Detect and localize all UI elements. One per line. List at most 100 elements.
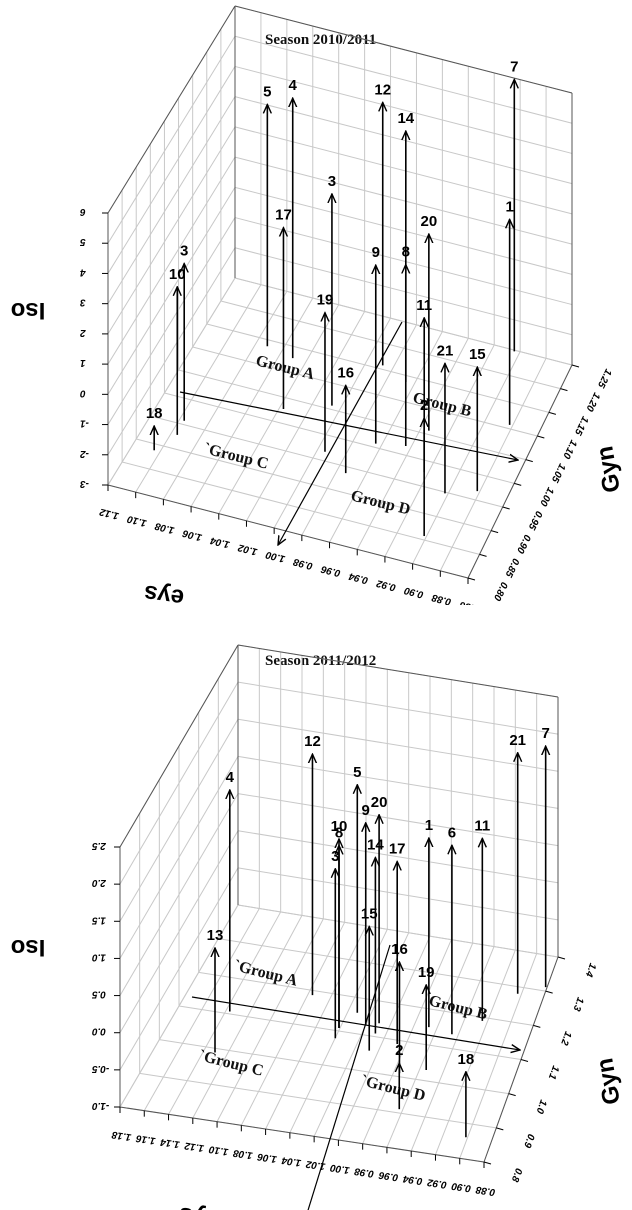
group-label-group-c: `Group C	[202, 440, 270, 472]
data-point-label: 3	[328, 173, 336, 190]
wall-grid-line	[107, 187, 236, 395]
y-tick-mark	[496, 1127, 504, 1131]
y-tick-mark	[560, 388, 568, 392]
group-label-group-d: Group D	[349, 487, 412, 518]
data-point-label: 8	[402, 244, 410, 261]
wall-grid-line	[119, 681, 239, 885]
grid-lines	[107, 5, 573, 579]
floor-grid-line	[190, 297, 314, 507]
data-point-label: 17	[275, 207, 292, 224]
y-tick-mark	[479, 553, 487, 557]
wall-grid-line	[119, 756, 239, 959]
group-label-group-d: `Group D	[359, 1072, 427, 1104]
wall-grid-line	[234, 156, 573, 245]
wall-grid-line	[107, 126, 236, 335]
chart-title: Season 2011/2012	[265, 653, 376, 669]
x-tick-label: 1.04	[281, 1154, 302, 1168]
z-tick-label: 1	[80, 357, 86, 368]
y-tick-label: 0.85	[502, 556, 521, 579]
data-point-label: 9	[362, 802, 370, 819]
x-tick-label: 1.10	[208, 1143, 229, 1157]
x-tick-label: 1.12	[184, 1140, 205, 1154]
data-point-label: 2	[395, 1042, 403, 1059]
wall-grid-line	[107, 277, 236, 486]
floor-grid-line	[135, 284, 262, 493]
y-tick-mark	[545, 990, 553, 994]
group-dividers	[179, 321, 518, 545]
floor-grid-line	[412, 351, 521, 564]
group-label-group-a: `Group A	[232, 957, 300, 989]
data-point-label: 18	[458, 1051, 475, 1068]
data-point-label: 16	[391, 941, 408, 958]
y-tick-mark	[483, 1161, 492, 1165]
y-tick-label: 1.20	[583, 391, 602, 414]
z-tick-label: 2.0	[92, 877, 107, 888]
data-point-label: 21	[437, 342, 454, 359]
wall-grid-line	[234, 35, 573, 124]
wall-grid-line	[119, 904, 239, 1108]
x-tick-label: 1.08	[154, 520, 176, 536]
y-tick-mark	[548, 411, 557, 415]
wall-grid-line	[107, 96, 236, 304]
data-point-label: 5	[353, 764, 361, 781]
y-tick-mark	[537, 435, 545, 439]
wall-grid-line	[237, 830, 559, 884]
z-tick-label: -0.5	[92, 1063, 110, 1074]
y-tick-label: 1.25	[595, 367, 614, 390]
x-tick-label: 1.00	[329, 1162, 350, 1176]
y-tick-label: 1.05	[549, 462, 568, 485]
floor-grid-line	[162, 291, 288, 500]
y-tick-label: 1.15	[572, 414, 591, 437]
wall-grid-line	[107, 66, 236, 274]
z-tick-label: -3	[80, 478, 89, 489]
y-tick-mark	[525, 459, 533, 463]
y-tick-label: 0.8	[509, 1166, 524, 1183]
z-tick-label: -2	[80, 448, 89, 459]
box-frame-line	[107, 5, 236, 214]
x-tick-label: 1.04	[209, 534, 231, 550]
floor-grid-line	[356, 337, 469, 550]
wall-grid-line	[234, 186, 573, 275]
x-tick-label: 0.90	[403, 584, 425, 600]
data-point-label: 6	[448, 824, 456, 841]
x-tick-label: 1.18	[111, 1129, 132, 1143]
data-point-label: 20	[371, 794, 388, 811]
x-tick-label: 0.92	[426, 1176, 447, 1190]
data-point-label: 5	[263, 83, 271, 100]
wall-grid-line	[237, 755, 559, 809]
data-point-label: 11	[416, 297, 432, 314]
y-tick-mark	[502, 506, 510, 510]
wall-grid-line	[107, 247, 236, 456]
box-frame-line	[467, 364, 573, 579]
x-tick-label: 0.90	[450, 1180, 471, 1194]
y-tick-label: 1.00	[537, 485, 556, 508]
x-tick-label: 0.94	[347, 570, 369, 586]
chart-svg-2011-2012: Season 2011/2012 1.18 1.16 1.14 1.12 1.10 1.0…	[11, 644, 626, 1210]
wall-grid-line	[234, 126, 573, 215]
y-axis-title: Gyn	[591, 444, 626, 495]
floor-grid-line	[150, 415, 503, 508]
data-point-label: 12	[374, 81, 391, 98]
z-tick-label: 3	[80, 297, 86, 308]
data-point-label: 15	[361, 906, 378, 923]
z-tick-label: 0.0	[92, 1026, 106, 1037]
z-tick-label: 1.5	[92, 914, 106, 925]
y-tick-mark	[514, 482, 522, 486]
floor-grid-line	[206, 323, 550, 413]
data-point-label: 7	[510, 58, 518, 75]
floor-grid-line	[164, 392, 515, 484]
box-frame-line	[119, 644, 239, 848]
data-point-label: 18	[146, 405, 163, 422]
y-axis-title: Gyn	[591, 1056, 626, 1107]
divider-line-horizontal	[191, 996, 520, 1050]
x-axis-title: eys	[142, 579, 185, 605]
floor-grid-line	[384, 344, 495, 557]
x-tick-label: 0.98	[353, 1165, 374, 1179]
group-label-group-b: Group B	[427, 992, 489, 1023]
box-frame-line	[107, 484, 469, 579]
floor-grid-line	[121, 461, 480, 555]
wall-grid-line	[107, 35, 236, 244]
wall-grid-line	[234, 277, 573, 366]
x-tick-label: 0.86	[458, 599, 480, 605]
